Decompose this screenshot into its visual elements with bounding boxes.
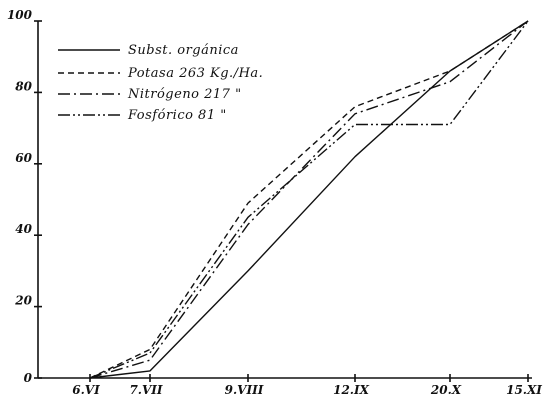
- y-tick-label: 20: [14, 294, 32, 308]
- legend-label-2: Potasa 263 Kg./Ha.: [127, 66, 263, 81]
- legend-label-1: Subst. orgánica: [128, 43, 239, 58]
- legend-label-4: Fosfórico 81 ": [127, 108, 227, 123]
- series-line-3: [89, 20, 529, 379]
- series-line-4: [89, 20, 529, 379]
- y-tick-label: 100: [7, 8, 33, 22]
- x-tick-label: 9.VIII: [225, 383, 264, 395]
- y-ticks: 0 20 40 60 80 100: [7, 8, 42, 385]
- x-ticks: 6.VI 7.VII 9.VIII 12.IX 20.X 15.XI: [72, 374, 542, 395]
- y-tick-label: 40: [15, 222, 32, 236]
- y-tick-label: 80: [15, 79, 32, 93]
- x-tick-label: 6.VI: [72, 383, 100, 395]
- series-line-2: [89, 20, 529, 379]
- y-tick-label: 60: [15, 151, 32, 165]
- x-tick-label: 7.VII: [129, 383, 162, 395]
- x-tick-label: 15.XI: [506, 383, 542, 395]
- x-tick-label: 20.X: [430, 383, 462, 395]
- y-tick-label: 0: [24, 371, 33, 385]
- legend-label-3: Nitrógeno 217 ": [127, 87, 242, 102]
- series-lines: [89, 20, 529, 379]
- x-tick-label: 12.IX: [333, 383, 369, 395]
- legend: Subst. orgánica Potasa 263 Kg./Ha. Nitróge…: [58, 43, 263, 123]
